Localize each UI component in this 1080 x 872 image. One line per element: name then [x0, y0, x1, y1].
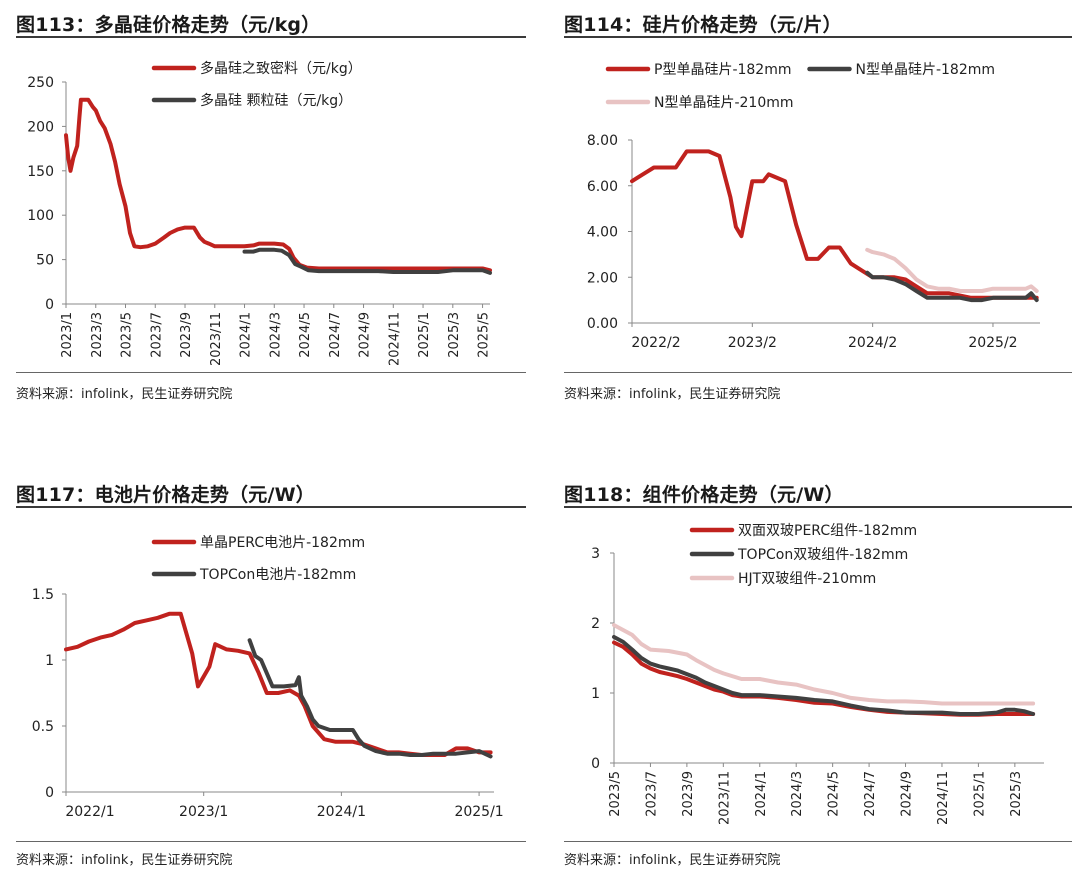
chart-source: 资料来源：infolink，民生证券研究院: [16, 853, 233, 868]
chart-panel-module: 图118：组件价格走势（元/W） 0 1 2 3 2023/5 2023/7 2023/9 2…: [564, 480, 1072, 872]
x-tick-label: 2023/5: [120, 312, 135, 358]
x-tick-label: 2023/5: [608, 771, 623, 817]
chart-title: 图113：多晶硅价格走势（元/kg）: [16, 14, 321, 36]
series-line-p-182mm: [630, 149, 1039, 300]
chart-panel-polysilicon: 图113：多晶硅价格走势（元/kg） 0 50 100 150 200 250 2023/1…: [16, 10, 526, 402]
x-tick-label: 2024/7: [863, 771, 878, 817]
x-tick-label: 2023/2: [728, 335, 777, 351]
x-tick-label: 2024/1: [754, 771, 769, 817]
legend-label: N型单晶硅片-210mm: [654, 95, 794, 111]
y-tick-label: 0: [45, 785, 54, 801]
legend-label: 多晶硅之致密料（元/kg）: [200, 60, 362, 77]
y-tick-label: 50: [36, 253, 54, 269]
legend-label: P型单晶硅片-182mm: [654, 62, 792, 78]
y-tick-label: 3: [591, 546, 600, 562]
y-tick-label: 2: [591, 616, 600, 632]
series-line-topcon-182mm: [247, 638, 493, 759]
x-tick-label: 2024/2: [848, 335, 897, 351]
series-line-kg: [64, 97, 492, 273]
y-tick-label: 2.00: [587, 270, 618, 286]
x-tick-label: 2025/1: [417, 312, 432, 358]
module-chart: 0 1 2 3 2023/5 2023/7 2023/9 2023/11 2024/1 2024/…: [591, 523, 1044, 825]
x-tick-label: 2025/1: [454, 804, 503, 820]
legend-label: 双面双玻PERC组件-182mm: [738, 523, 917, 539]
series-line-topcon-182mm: [612, 635, 1036, 716]
chart-panel-cell: 图117：电池片价格走势（元/W） 0 0.5 1 1.5 2022/1 2023/1 20…: [16, 480, 526, 872]
y-tick-label: 1.5: [32, 587, 54, 603]
x-tick-label: 2024/1: [317, 804, 366, 820]
x-tick-label: 2023/7: [644, 771, 659, 817]
chart-panel-wafer: 图114：硅片价格走势（元/片） 0.00 2.00 4.00 6.00 8.00 202…: [564, 10, 1072, 402]
x-tick-label: 2023/11: [209, 312, 224, 366]
title-rule: [564, 36, 1072, 38]
y-tick-label: 6.00: [587, 179, 618, 195]
x-tick-label: 2022/1: [65, 804, 114, 820]
title-rule: [16, 506, 526, 508]
x-tick-label: 2024/9: [358, 312, 373, 358]
y-tick-label: 0: [591, 756, 600, 772]
x-tick-label: 2024/3: [268, 312, 283, 358]
title-rule: [564, 506, 1072, 508]
polysilicon-chart: 0 50 100 150 200 250 2023/1 2023/3 2023/5 2023/7 2…: [27, 60, 492, 366]
source-rule: [564, 841, 1072, 842]
wafer-chart: 0.00 2.00 4.00 6.00 8.00 2022/2 2023/2 2024/2 20…: [587, 62, 1040, 351]
x-tick-label: 2024/1: [239, 312, 254, 358]
x-tick-label: 2023/7: [149, 312, 164, 358]
chart-source: 资料来源：infolink，民生证券研究院: [16, 387, 233, 402]
y-tick-label: 0.00: [587, 316, 618, 332]
x-tick-label: 2025/1: [972, 771, 987, 817]
title-rule: [16, 36, 526, 38]
x-tick-label: 2025/3: [447, 312, 462, 358]
x-tick-label: 2025/3: [1009, 771, 1024, 817]
y-tick-label: 250: [27, 75, 54, 91]
series-line-n-210mm: [865, 247, 1039, 293]
chart-source: 资料来源：infolink，民生证券研究院: [564, 387, 781, 402]
chart-source: 资料来源：infolink，民生证券研究院: [564, 853, 781, 868]
x-tick-label: 2024/5: [827, 771, 842, 817]
x-tick-label: 2024/3: [790, 771, 805, 817]
chart-title: 图118：组件价格走势（元/W）: [564, 484, 844, 506]
y-tick-label: 1: [45, 653, 54, 669]
y-tick-label: 0.5: [32, 719, 54, 735]
x-tick-label: 2024/5: [298, 312, 313, 358]
y-tick-label: 150: [27, 164, 54, 180]
source-rule: [564, 372, 1072, 373]
legend-label: N型单晶硅片-182mm: [856, 62, 996, 78]
legend-label: 多晶硅 颗粒硅（元/kg）: [200, 92, 352, 109]
legend-label: 单晶PERC电池片-182mm: [200, 535, 365, 551]
x-tick-label: 2023/1: [179, 804, 228, 820]
x-tick-label: 2022/2: [631, 335, 680, 351]
x-tick-label: 2023/1: [60, 312, 75, 358]
chart-title: 图117：电池片价格走势（元/W）: [16, 484, 315, 506]
legend-label: TOPCon电池片-182mm: [199, 567, 356, 583]
chart-title: 图114：硅片价格走势（元/片）: [564, 14, 842, 36]
x-tick-label: 2024/7: [328, 312, 343, 358]
x-tick-label: 2023/9: [179, 312, 194, 358]
y-tick-label: 100: [27, 208, 54, 224]
legend-label: TOPCon双玻组件-182mm: [737, 547, 908, 563]
x-tick-label: 2024/11: [936, 771, 951, 825]
y-tick-label: 200: [27, 119, 54, 135]
x-tick-label: 2025/2: [968, 335, 1017, 351]
y-tick-label: 8.00: [587, 133, 618, 149]
x-tick-label: 2023/9: [681, 771, 696, 817]
x-tick-label: 2023/3: [90, 312, 105, 358]
y-tick-label: 1: [591, 686, 600, 702]
x-tick-label: 2023/11: [717, 771, 732, 825]
series-line-kg: [242, 247, 492, 275]
y-tick-label: 4.00: [587, 225, 618, 241]
x-tick-label: 2025/5: [477, 312, 492, 358]
series-line-n-182mm: [865, 270, 1039, 303]
source-rule: [16, 372, 526, 373]
source-rule: [16, 841, 526, 842]
x-tick-label: 2024/9: [900, 771, 915, 817]
legend-label: HJT双玻组件-210mm: [738, 571, 876, 587]
cell-chart: 0 0.5 1 1.5 2022/1 2023/1 2024/1 2025/1 单晶PERC电池…: [32, 535, 504, 820]
series-line-hjt-210mm: [612, 623, 1036, 706]
x-tick-label: 2024/11: [387, 312, 402, 366]
y-tick-label: 0: [45, 297, 54, 313]
